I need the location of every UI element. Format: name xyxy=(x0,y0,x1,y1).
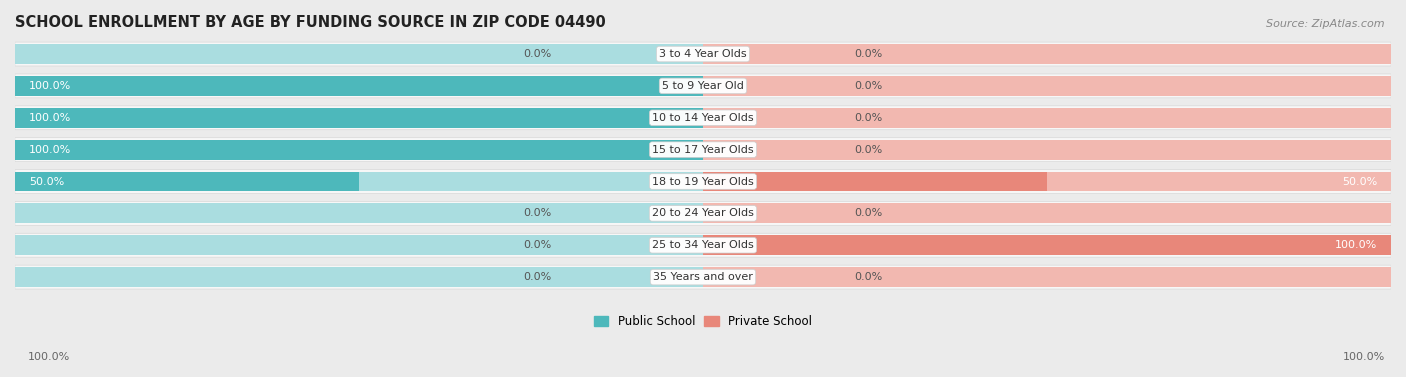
Bar xyxy=(703,44,1391,64)
FancyBboxPatch shape xyxy=(15,233,1391,257)
Bar xyxy=(15,76,703,96)
Text: 0.0%: 0.0% xyxy=(523,208,551,218)
FancyBboxPatch shape xyxy=(15,201,1391,225)
Bar xyxy=(703,172,1047,192)
Text: 100.0%: 100.0% xyxy=(28,145,72,155)
Text: 3 to 4 Year Olds: 3 to 4 Year Olds xyxy=(659,49,747,59)
Text: Source: ZipAtlas.com: Source: ZipAtlas.com xyxy=(1267,19,1385,29)
Text: 0.0%: 0.0% xyxy=(855,272,883,282)
Bar xyxy=(703,235,1391,255)
Bar xyxy=(15,235,703,255)
Text: 100.0%: 100.0% xyxy=(1343,352,1385,362)
Text: 5 to 9 Year Old: 5 to 9 Year Old xyxy=(662,81,744,91)
Text: 0.0%: 0.0% xyxy=(855,113,883,123)
FancyBboxPatch shape xyxy=(15,42,1391,66)
FancyBboxPatch shape xyxy=(15,170,1391,193)
Bar xyxy=(703,76,1391,96)
FancyBboxPatch shape xyxy=(15,74,1391,98)
Bar xyxy=(703,204,1391,223)
Text: 20 to 24 Year Olds: 20 to 24 Year Olds xyxy=(652,208,754,218)
Text: 0.0%: 0.0% xyxy=(523,272,551,282)
Text: 0.0%: 0.0% xyxy=(855,145,883,155)
Bar xyxy=(15,108,703,128)
Text: 50.0%: 50.0% xyxy=(28,176,65,187)
Text: 100.0%: 100.0% xyxy=(28,352,70,362)
Bar xyxy=(15,140,703,159)
FancyBboxPatch shape xyxy=(15,106,1391,130)
Bar xyxy=(703,172,1391,192)
Bar xyxy=(703,235,1391,255)
Bar xyxy=(703,267,1391,287)
Bar xyxy=(15,267,703,287)
Bar xyxy=(15,44,703,64)
Text: 15 to 17 Year Olds: 15 to 17 Year Olds xyxy=(652,145,754,155)
Bar xyxy=(15,108,703,128)
Text: 0.0%: 0.0% xyxy=(855,81,883,91)
Bar xyxy=(15,204,703,223)
Text: 10 to 14 Year Olds: 10 to 14 Year Olds xyxy=(652,113,754,123)
Text: 35 Years and over: 35 Years and over xyxy=(652,272,754,282)
Bar xyxy=(703,140,1391,159)
Bar xyxy=(703,108,1391,128)
Text: 100.0%: 100.0% xyxy=(28,113,72,123)
FancyBboxPatch shape xyxy=(15,138,1391,162)
Text: 18 to 19 Year Olds: 18 to 19 Year Olds xyxy=(652,176,754,187)
Bar xyxy=(15,76,703,96)
Legend: Public School, Private School: Public School, Private School xyxy=(589,311,817,333)
FancyBboxPatch shape xyxy=(15,265,1391,289)
Bar xyxy=(15,140,703,159)
Text: 50.0%: 50.0% xyxy=(1341,176,1378,187)
Text: 25 to 34 Year Olds: 25 to 34 Year Olds xyxy=(652,240,754,250)
Text: 0.0%: 0.0% xyxy=(855,208,883,218)
Text: 100.0%: 100.0% xyxy=(28,81,72,91)
Text: SCHOOL ENROLLMENT BY AGE BY FUNDING SOURCE IN ZIP CODE 04490: SCHOOL ENROLLMENT BY AGE BY FUNDING SOUR… xyxy=(15,15,606,30)
Text: 100.0%: 100.0% xyxy=(1334,240,1378,250)
Bar xyxy=(15,172,703,192)
Text: 0.0%: 0.0% xyxy=(855,49,883,59)
Bar xyxy=(15,172,359,192)
Text: 0.0%: 0.0% xyxy=(523,240,551,250)
Text: 0.0%: 0.0% xyxy=(523,49,551,59)
